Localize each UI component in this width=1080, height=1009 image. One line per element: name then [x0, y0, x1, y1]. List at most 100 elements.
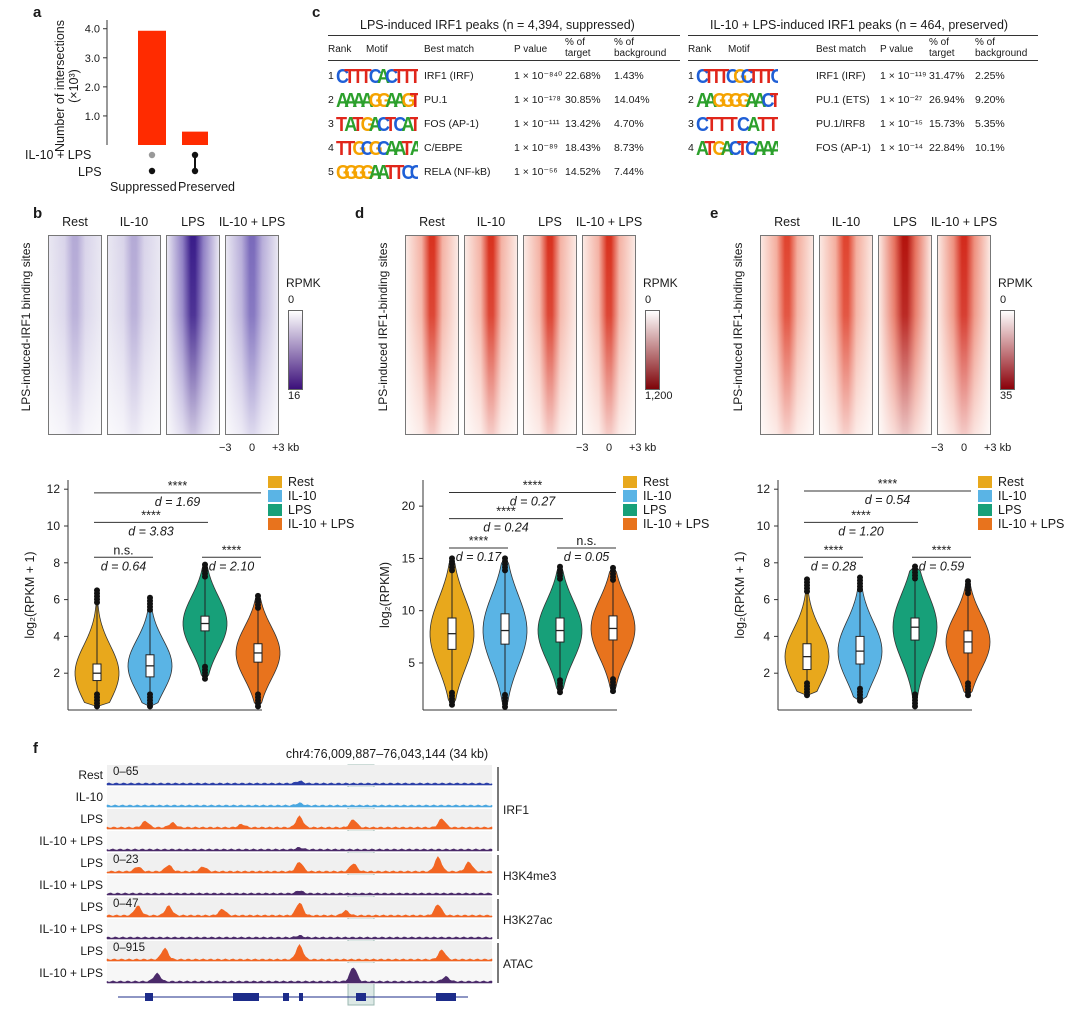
violin-outlier	[857, 685, 863, 692]
violin-sig-stars: ****	[496, 505, 516, 519]
violin-ytick-label: 6	[53, 593, 60, 607]
motif-letter: A	[368, 162, 382, 181]
motif-letter: C	[410, 162, 418, 181]
heatmap-column	[937, 235, 991, 435]
track-signal	[106, 815, 493, 830]
motif-letter: T	[385, 114, 397, 133]
violin-ytick-label: 4	[53, 629, 60, 643]
motif-letter: C	[360, 138, 374, 157]
motif-left-rank: 1	[328, 70, 334, 82]
violin-ytick-label: 8	[763, 556, 770, 570]
motif-letter: G	[368, 90, 383, 109]
violin-outlier	[912, 691, 918, 698]
heatmap-fade	[879, 236, 931, 434]
heatmap-color-bar	[1000, 310, 1015, 390]
track-range: 0–65	[113, 766, 139, 778]
motif-right-hdr-match: Best match	[816, 44, 867, 55]
motif-left-target: 22.68%	[565, 70, 601, 82]
motif-letter: A	[393, 138, 407, 157]
heatmap-fade	[820, 236, 872, 434]
violin-sig-stars: ****	[932, 543, 952, 557]
violin-outlier	[94, 599, 100, 606]
panel-a-bar-preserved	[182, 131, 208, 145]
violin-ytick-label: 10	[402, 604, 416, 618]
motif-left-rule-top	[328, 35, 680, 36]
motif-letter: A	[753, 138, 767, 157]
motif-left-hdr-rank: Rank	[328, 44, 352, 55]
motif-letter: A	[401, 114, 415, 133]
motif-letter: A	[385, 90, 399, 109]
legend-label: IL-10	[643, 489, 672, 503]
violin-outlier	[610, 676, 616, 683]
track-label: LPS	[80, 900, 103, 914]
violin-effect-size: d = 0.59	[919, 559, 965, 573]
panel-label-e: e	[710, 205, 719, 222]
heatmap-col-title: IL-10 + LPS	[575, 215, 643, 229]
genome-browser-coordinates: chr4:76,009,887–76,043,144 (34 kb)	[285, 747, 489, 761]
heatmap-column	[878, 235, 932, 435]
motif-left-hdr-pvalue: P value	[514, 44, 548, 55]
motif-letter: T	[344, 138, 356, 157]
violin-outlier	[502, 567, 508, 574]
panel-a-dot-suppressed-il10lps	[148, 151, 156, 159]
motif-letter: T	[706, 114, 718, 133]
legend-swatch	[268, 476, 282, 488]
motif-table-left-title: LPS-induced IRF1 peaks (n = 4,394, suppr…	[360, 18, 635, 32]
motif-right-pvalue: 1 × 10⁻¹¹⁹	[880, 70, 927, 82]
motif-letter: T	[767, 114, 778, 133]
legend-label: LPS	[643, 503, 667, 517]
motif-letter: T	[410, 114, 418, 133]
heatmap-xtick: −3	[931, 442, 944, 454]
motif-left-match: C/EBPE	[424, 142, 463, 154]
heatmap-fade	[167, 236, 219, 434]
motif-letter: G	[401, 90, 416, 109]
motif-letter: A	[376, 66, 390, 85]
motif-left-bg: 14.04%	[614, 94, 650, 106]
legend-swatch	[978, 490, 992, 502]
motif-letter: G	[360, 162, 375, 181]
motif-right-match: PU.1 (ETS)	[816, 94, 870, 106]
track-signal	[106, 943, 493, 962]
motif-left-rank: 5	[328, 166, 334, 178]
violin-ytick-label: 10	[47, 519, 61, 533]
violin-outlier	[804, 588, 810, 595]
heatmap-column	[523, 235, 577, 435]
motif-right-motif-logo: CTTTCGCTTTC	[696, 66, 778, 85]
heatmap-fade	[938, 236, 990, 434]
track-band	[107, 875, 492, 896]
track-band	[107, 787, 492, 808]
gene-exon	[449, 993, 453, 1001]
violin-ylabel: log₂(RPKM + 1)	[23, 551, 37, 638]
motif-letter: T	[360, 66, 372, 85]
violin-effect-size: d = 0.27	[510, 495, 557, 509]
legend-label: IL-10 + LPS	[288, 517, 354, 531]
heatmap-col-title: LPS	[893, 215, 917, 229]
motif-letter: C	[696, 66, 709, 85]
motif-letter: C	[761, 90, 775, 109]
legend-swatch	[268, 504, 282, 516]
violin-sig-stars: ****	[168, 479, 188, 493]
panel-label-b: b	[33, 205, 43, 222]
motif-letter: C	[401, 162, 415, 181]
legend-label: IL-10 + LPS	[643, 517, 709, 531]
motif-right-bg: 9.20%	[975, 94, 1005, 106]
heatmap-column	[819, 235, 873, 435]
track-signal	[106, 847, 493, 852]
panel-label-a: a	[33, 4, 42, 21]
heatmap-col-title: IL-10	[831, 215, 861, 229]
panel-label-f: f	[33, 740, 38, 757]
track-label: IL-10 + LPS	[39, 966, 103, 980]
motif-letter: A	[352, 90, 366, 109]
motif-right-rule-top	[688, 35, 1038, 36]
motif-left-hdr-bg: % of background	[614, 37, 667, 59]
heatmap-col-title: Rest	[774, 215, 800, 229]
motif-letter: G	[376, 90, 391, 109]
motif-letter: A	[360, 90, 374, 109]
motif-letter: A	[753, 90, 767, 109]
motif-left-pvalue: 1 × 10⁻⁸⁴⁰	[514, 70, 563, 82]
group-label-atac: ATAC	[503, 957, 534, 971]
motif-left-bg: 4.70%	[614, 118, 644, 130]
violin-ytick-label: 20	[402, 499, 416, 513]
